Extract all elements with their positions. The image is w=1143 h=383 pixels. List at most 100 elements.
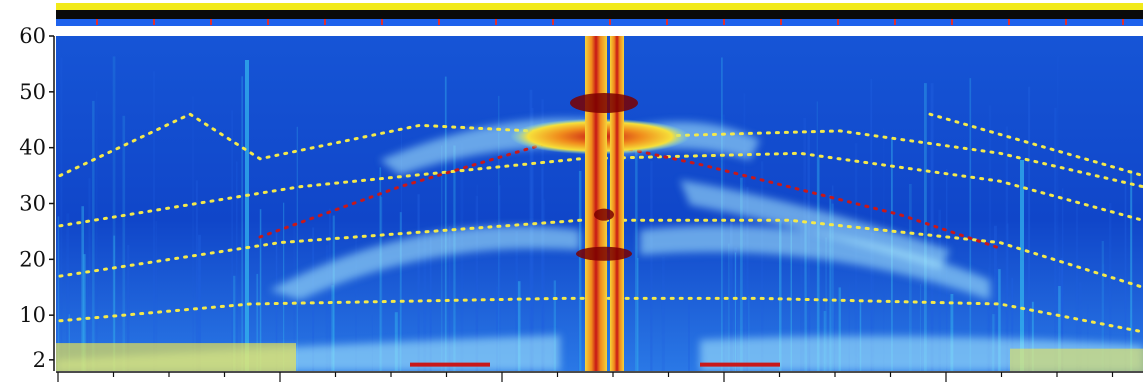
spectrogram-streak <box>1109 203 1112 371</box>
spectrogram-streak <box>1028 86 1031 371</box>
spectrogram-streak <box>498 185 501 371</box>
spectrogram-streak <box>661 256 665 371</box>
x-axis <box>56 371 1143 382</box>
spectrogram-streak <box>800 221 803 371</box>
spectrogram-streak <box>950 294 954 371</box>
spectrogram-streak <box>637 257 639 371</box>
spectrogram-streak <box>1124 179 1127 371</box>
spectrogram-streak <box>825 261 827 371</box>
diffuse-band <box>640 225 990 300</box>
spectrogram-streak <box>122 115 126 371</box>
spectrogram-streak <box>441 145 443 371</box>
spectrogram-streak <box>1020 160 1024 371</box>
y-tick-label: 40 <box>19 136 46 160</box>
spectrogram-streak <box>325 245 329 371</box>
spectrogram-plot-area <box>56 36 1143 371</box>
spectrogram-streak <box>848 284 850 371</box>
spectrogram-streak <box>730 219 733 371</box>
spectrogram-streak <box>635 141 638 371</box>
spectrogram-streak <box>296 126 298 371</box>
spectrogram-streak <box>909 184 912 371</box>
spectrogram-streak <box>988 105 992 371</box>
intense-vertical-band <box>585 36 607 371</box>
spectrogram-streak <box>969 78 972 371</box>
spectrogram-streak <box>399 212 402 371</box>
spectrogram-streak <box>417 194 420 371</box>
intense-spot <box>594 208 614 221</box>
harmonic-trace <box>258 134 1002 250</box>
spectrogram-streak <box>236 161 238 371</box>
diffuse-band <box>680 180 950 270</box>
spectrogram-streak <box>831 203 834 371</box>
status-event-mark <box>210 19 212 25</box>
status-event-mark <box>1122 19 1124 25</box>
spectrogram-streak <box>233 275 236 371</box>
spectrogram-streak <box>930 83 934 371</box>
spectrogram-streak <box>804 223 807 371</box>
status-stripe-blue <box>56 19 1143 26</box>
spectrogram-streak <box>60 57 63 371</box>
spectrogram-streak <box>553 280 556 371</box>
spectrogram-streak <box>740 177 743 371</box>
spectrogram-streak <box>515 231 518 371</box>
status-event-marks <box>96 19 1124 25</box>
harmonic-trace <box>58 296 1143 334</box>
spectrogram-streak <box>113 235 116 371</box>
intense-vertical-band <box>610 36 624 371</box>
spectrogram-streak <box>609 165 611 371</box>
status-bar <box>56 3 1143 26</box>
spectrogram-streak <box>448 226 451 371</box>
spectrogram-streak <box>1057 56 1059 371</box>
spectrogram-streak <box>809 289 811 371</box>
spectrogram-streak <box>88 178 91 371</box>
spectrogram-streak <box>871 233 875 371</box>
spectrogram-streak <box>56 295 58 371</box>
dotted-harmonic-traces <box>58 112 1143 334</box>
spectrogram-streak <box>578 314 580 371</box>
spectrogram-streak <box>542 199 546 371</box>
status-event-mark <box>723 19 725 25</box>
diffuse-band <box>270 226 580 300</box>
status-event-mark <box>837 19 839 25</box>
intense-floor <box>700 362 780 367</box>
spectrogram-streak <box>256 273 259 371</box>
spectrogram-streak <box>241 76 243 371</box>
intense-floor <box>410 362 490 367</box>
harmonic-trace <box>928 112 1143 178</box>
spectrogram-streak <box>859 299 862 371</box>
spectrogram-streak <box>988 267 990 371</box>
spectrogram-streak <box>1011 277 1014 371</box>
spectrogram-streak <box>761 161 764 371</box>
spectrogram-streak <box>829 195 832 371</box>
spectrogram-streak <box>153 71 155 371</box>
spectrogram-streak <box>998 269 1001 371</box>
spectrogram-streak <box>127 244 130 371</box>
spectrogram-streak <box>1058 265 1060 371</box>
spectrogram-streak <box>1006 223 1009 371</box>
spectrogram-streak <box>429 237 432 371</box>
spectrogram-streak <box>779 220 782 371</box>
status-event-mark <box>780 19 782 25</box>
spectrogram-streak <box>924 83 927 371</box>
status-event-mark <box>96 19 98 25</box>
spectrogram-streak <box>1075 204 1079 371</box>
status-event-mark <box>495 19 497 25</box>
spectrogram-streak <box>996 267 999 371</box>
spectrogram-streak <box>1031 301 1034 371</box>
spectrogram-streak <box>838 287 841 371</box>
spectrogram-streak <box>541 168 543 371</box>
spectrogram-streak <box>86 274 88 371</box>
spectrogram-streak <box>734 247 737 371</box>
spectrogram-streak <box>496 286 499 371</box>
spectrogram-streak <box>870 78 873 371</box>
spectrogram-streak <box>155 220 158 371</box>
spectrogram-streak <box>329 208 331 371</box>
intense-floor <box>56 343 296 371</box>
status-event-mark <box>609 19 611 25</box>
spectrogram-streak <box>444 76 447 371</box>
spectrogram-streak <box>728 243 730 371</box>
y-axis: 2 10 20 30 40 50 60 <box>19 24 55 372</box>
spectrogram-streak <box>195 180 198 371</box>
spectrogram-streak <box>790 220 792 371</box>
